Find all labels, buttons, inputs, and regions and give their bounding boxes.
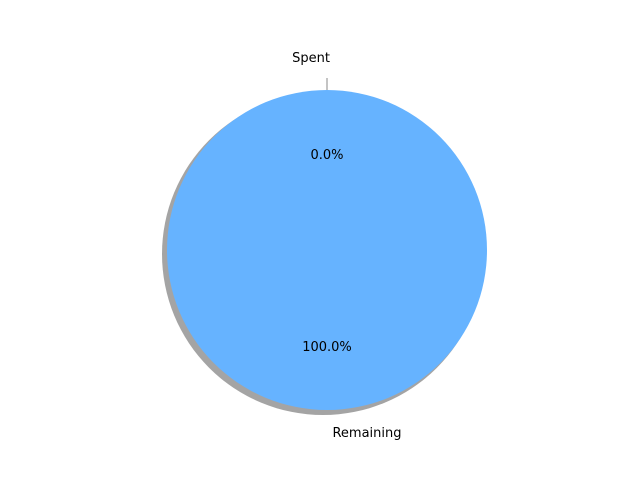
- pie-slice-remaining: [167, 90, 487, 410]
- pie-pct-label-spent: 0.0%: [310, 148, 343, 163]
- pie-label-spent: Spent: [292, 51, 330, 66]
- pie-pct-label-remaining: 100.0%: [302, 340, 352, 355]
- pie-label-layer: Spent 0.0% Remaining 100.0%: [292, 51, 401, 441]
- pie-label-remaining: Remaining: [332, 426, 401, 441]
- pie-slice-layer: [167, 90, 487, 410]
